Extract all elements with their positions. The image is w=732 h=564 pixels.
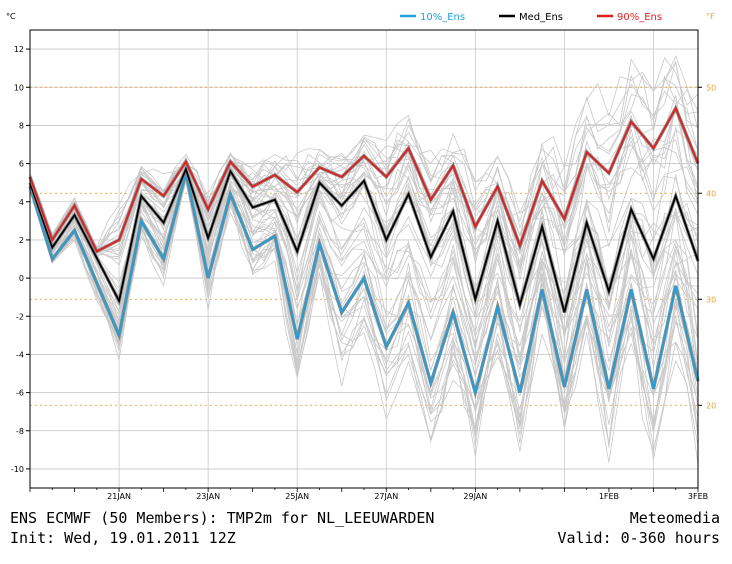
axes-layer: -10 -8 -6 -4 -2 0 2 4 6 8 10 12 20 30 40 50 21JAN 23JAN 25… — [6, 12, 716, 501]
ytick-label-11: 12 — [14, 45, 24, 54]
ensemble-member-50 — [29, 168, 699, 371]
ftick-label-3: 50 — [706, 83, 716, 92]
ftick-label-1: 30 — [706, 295, 716, 304]
series-line-2 — [29, 106, 699, 253]
xtick-label-0: 21JAN — [107, 492, 131, 501]
ensemble-member-21 — [29, 181, 699, 450]
ytick-label-3: -4 — [16, 350, 24, 359]
unit-label-fahrenheit: °F — [706, 12, 715, 21]
ytick-label-1: -8 — [16, 427, 24, 436]
ytick-label-5: 0 — [19, 274, 24, 283]
unit-label-celsius: °C — [6, 12, 16, 21]
ytick-label-8: 6 — [19, 160, 24, 169]
xtick-label-4: 29JAN — [463, 492, 487, 501]
footer-title: ENS ECMWF (50 Members): TMP2m for NL_LEE… — [10, 509, 435, 527]
series-line-1 — [29, 166, 699, 313]
ftick-label-0: 20 — [706, 401, 716, 410]
legend-label-1: Med_Ens — [519, 12, 563, 23]
ytick-label-0: -10 — [11, 465, 24, 474]
ensemble-member-7 — [29, 173, 699, 358]
legend-label-0: 10%_Ens — [420, 12, 465, 23]
xtick-label-2: 25JAN — [285, 492, 309, 501]
series-line-0 — [29, 172, 699, 397]
ytick-label-9: 8 — [19, 121, 24, 130]
footer-init: Init: Wed, 19.01.2011 12Z — [10, 529, 236, 547]
ytick-label-4: -2 — [16, 312, 24, 321]
xtick-label-3: 27JAN — [374, 492, 398, 501]
xtick-label-5: 1FEB — [599, 492, 619, 501]
ytick-label-6: 2 — [19, 236, 24, 245]
ytick-label-2: -6 — [16, 389, 24, 398]
legend: 10%_Ens Med_Ens 90%_Ens — [400, 12, 662, 23]
ensemble-member-39 — [29, 159, 699, 303]
xtick-label-6: 3FEB — [688, 492, 708, 501]
ensemble-member-2 — [29, 174, 699, 417]
ensemble-member-26 — [29, 58, 699, 255]
ytick-label-10: 10 — [14, 83, 24, 92]
percentile-series-layer — [28, 104, 700, 400]
ytick-label-7: 4 — [19, 198, 24, 207]
footer-valid: Valid: 0-360 hours — [557, 529, 720, 547]
footer-brand: Meteomedia — [629, 509, 720, 527]
legend-label-2: 90%_Ens — [617, 12, 662, 23]
ftick-label-2: 40 — [706, 189, 716, 198]
xtick-label-1: 23JAN — [196, 492, 220, 501]
ensemble-member-41 — [29, 74, 699, 254]
ensemble-member-31 — [29, 54, 699, 250]
